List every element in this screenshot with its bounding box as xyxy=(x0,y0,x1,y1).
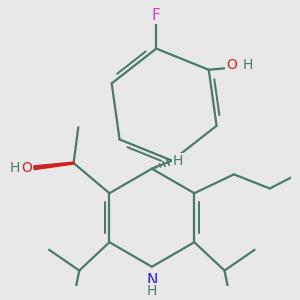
Text: N: N xyxy=(146,273,158,288)
Text: H: H xyxy=(173,154,184,168)
Text: H: H xyxy=(243,58,254,72)
Text: H: H xyxy=(147,284,157,298)
Text: O: O xyxy=(226,58,237,72)
Polygon shape xyxy=(34,162,74,169)
Text: O: O xyxy=(21,161,32,175)
Text: H: H xyxy=(10,161,20,175)
Text: F: F xyxy=(152,8,161,23)
